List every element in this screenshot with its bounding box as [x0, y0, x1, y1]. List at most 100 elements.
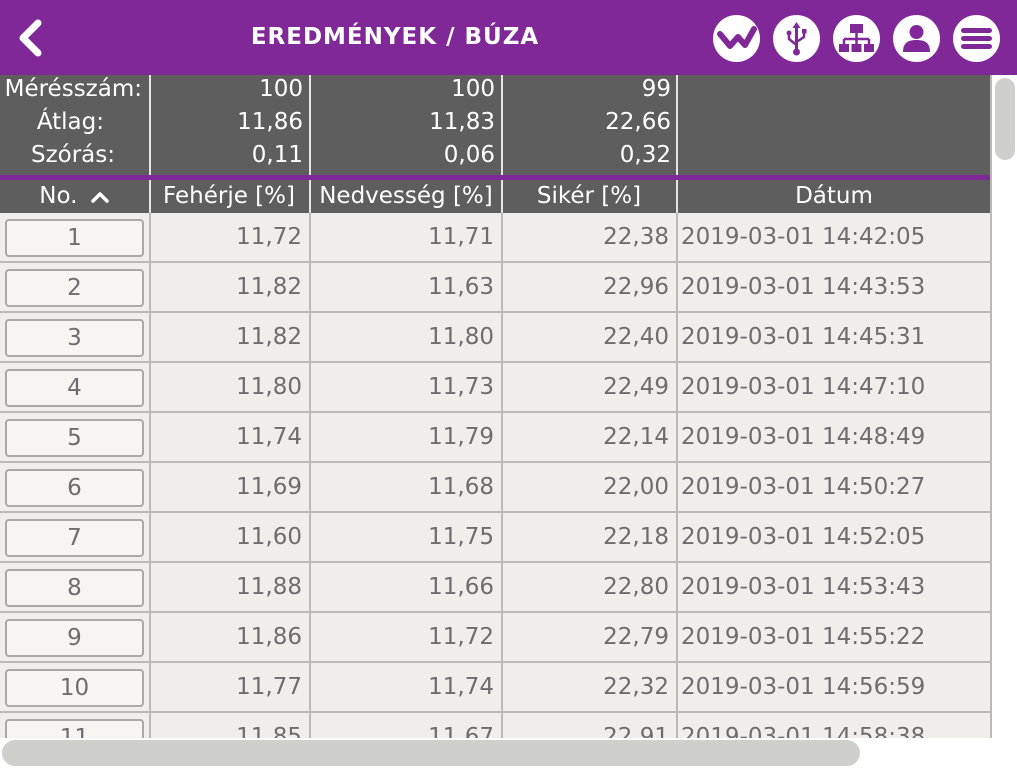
usb-icon[interactable]: [773, 15, 820, 62]
cell-moisture: 11,74: [428, 674, 494, 700]
top-bar: EREDMÉNYEK / BÚZA: [0, 0, 1017, 75]
network-icon[interactable]: [833, 15, 880, 62]
cell-gluten: 22,32: [603, 674, 669, 700]
stat-value: 0,06: [443, 142, 495, 168]
cell-date: 2019-03-01 14:42:05: [681, 224, 926, 250]
stat-value: 0,11: [251, 142, 303, 168]
stat-label-deviation: Szórás:: [30, 142, 115, 168]
table-row: 4 11,80 11,73 22,49 2019-03-01 14:47:10: [0, 363, 992, 413]
header-divider: [676, 180, 678, 213]
vertical-scrollbar-thumb[interactable]: [995, 78, 1015, 160]
cell-gluten: 22,00: [603, 474, 669, 500]
cell-protein: 11,60: [236, 524, 302, 550]
table-row: 8 11,88 11,66 22,80 2019-03-01 14:53:43: [0, 563, 992, 613]
cell-date: 2019-03-01 14:56:59: [681, 674, 926, 700]
table-row: 9 11,86 11,72 22,79 2019-03-01 14:55:22: [0, 613, 992, 663]
stat-labels: Mérésszám: Átlag: Szórás:: [0, 75, 148, 175]
table-row: 10 11,77 11,74 22,32 2019-03-01 14:56:59: [0, 663, 992, 713]
cell-date: 2019-03-01 14:53:43: [681, 574, 926, 600]
stat-value: 11,86: [237, 109, 303, 135]
row-number-button[interactable]: 4: [5, 369, 144, 407]
stat-value: 11,83: [429, 109, 495, 135]
cell-gluten: 22,49: [603, 374, 669, 400]
column-header-no-label: No.: [39, 183, 78, 209]
cell-moisture: 11,68: [428, 474, 494, 500]
stat-divider: [501, 75, 503, 175]
column-header-moisture[interactable]: Nedvesség [%]: [319, 183, 493, 209]
cell-protein: 11,74: [236, 424, 302, 450]
cell-date: 2019-03-01 14:58:38: [681, 724, 926, 738]
table-header: No. Fehérje [%] Nedvesség [%] Sikér [%] …: [0, 180, 992, 213]
cell-protein: 11,80: [236, 374, 302, 400]
user-icon[interactable]: [893, 15, 940, 62]
cell-moisture: 11,80: [428, 324, 494, 350]
table-row: 2 11,82 11,63 22,96 2019-03-01 14:43:53: [0, 263, 992, 313]
table-row: 1 11,72 11,71 22,38 2019-03-01 14:42:05: [0, 213, 992, 263]
header-divider: [149, 180, 151, 213]
cell-gluten: 22,40: [603, 324, 669, 350]
stat-value: 0,32: [619, 142, 671, 168]
cell-protein: 11,86: [236, 624, 302, 650]
cell-moisture: 11,72: [428, 624, 494, 650]
column-header-no[interactable]: No.: [0, 180, 148, 213]
cell-gluten: 22,96: [603, 274, 669, 300]
cell-protein: 11,82: [236, 324, 302, 350]
cell-moisture: 11,75: [428, 524, 494, 550]
row-number-button[interactable]: 1: [5, 219, 144, 257]
column-divider: [149, 213, 151, 738]
cell-protein: 11,72: [236, 224, 302, 250]
header-divider: [309, 180, 311, 213]
stat-column-moisture: 100 11,83 0,06: [311, 75, 499, 175]
row-number-button[interactable]: 10: [5, 669, 144, 707]
table-row: 6 11,69 11,68 22,00 2019-03-01 14:50:27: [0, 463, 992, 513]
column-header-gluten[interactable]: Sikér [%]: [536, 183, 642, 209]
chart-icon[interactable]: [713, 15, 760, 62]
cell-protein: 11,88: [236, 574, 302, 600]
cell-date: 2019-03-01 14:55:22: [681, 624, 926, 650]
cell-date: 2019-03-01 14:45:31: [681, 324, 926, 350]
row-number-button[interactable]: 7: [5, 519, 144, 557]
cell-protein: 11,82: [236, 274, 302, 300]
cell-gluten: 22,79: [603, 624, 669, 650]
stat-label-average: Átlag:: [36, 109, 104, 135]
stat-value: 99: [641, 76, 671, 102]
row-number-button[interactable]: 9: [5, 619, 144, 657]
column-header-protein[interactable]: Fehérje [%]: [163, 183, 295, 209]
cell-moisture: 11,63: [428, 274, 494, 300]
stat-value: 22,66: [605, 109, 671, 135]
row-number-button[interactable]: 11: [5, 719, 144, 738]
back-arrow-icon[interactable]: [14, 19, 48, 57]
cell-date: 2019-03-01 14:48:49: [681, 424, 926, 450]
cell-gluten: 22,14: [603, 424, 669, 450]
stat-divider: [676, 75, 678, 175]
page-title: EREDMÉNYEK / BÚZA: [250, 24, 540, 50]
stat-label-count: Mérésszám:: [4, 76, 142, 102]
horizontal-scrollbar-thumb[interactable]: [2, 740, 860, 766]
cell-gluten: 22,91: [603, 724, 669, 738]
stat-value: 100: [451, 76, 495, 102]
table-row: 3 11,82 11,80 22,40 2019-03-01 14:45:31: [0, 313, 992, 363]
row-number-button[interactable]: 2: [5, 269, 144, 307]
row-number-button[interactable]: 8: [5, 569, 144, 607]
table-row: 11 11,85 11,67 22,91 2019-03-01 14:58:38: [0, 713, 992, 738]
cell-date: 2019-03-01 14:52:05: [681, 524, 926, 550]
row-number-button[interactable]: 6: [5, 469, 144, 507]
vertical-scrollbar-track[interactable]: [992, 75, 1017, 738]
cell-moisture: 11,79: [428, 424, 494, 450]
column-divider: [501, 213, 503, 738]
cell-moisture: 11,73: [428, 374, 494, 400]
cell-moisture: 11,71: [428, 224, 494, 250]
header-divider: [501, 180, 503, 213]
table-row: 7 11,60 11,75 22,18 2019-03-01 14:52:05: [0, 513, 992, 563]
row-number-button[interactable]: 3: [5, 319, 144, 357]
row-number-button[interactable]: 5: [5, 419, 144, 457]
sort-ascending-icon: [91, 191, 109, 203]
cell-protein: 11,85: [236, 724, 302, 738]
table-row: 5 11,74 11,79 22,14 2019-03-01 14:48:49: [0, 413, 992, 463]
column-divider: [309, 213, 311, 738]
cell-gluten: 22,80: [603, 574, 669, 600]
cell-protein: 11,77: [236, 674, 302, 700]
menu-icon[interactable]: [953, 15, 1000, 62]
cell-moisture: 11,67: [428, 724, 494, 738]
column-header-date[interactable]: Dátum: [795, 183, 873, 209]
